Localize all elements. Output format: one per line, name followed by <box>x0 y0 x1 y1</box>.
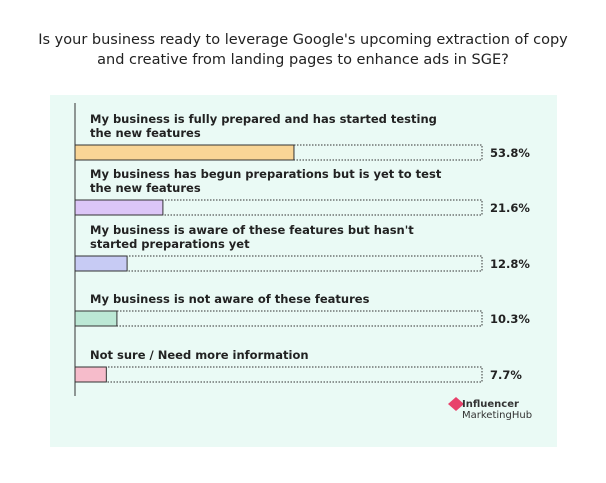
value-label: 12.8% <box>490 257 530 271</box>
category-label: My business is fully prepared and has st… <box>90 112 437 140</box>
bar-track <box>74 366 483 383</box>
value-label: 7.7% <box>490 368 522 382</box>
category-label: My business has begun preparations but i… <box>90 167 442 195</box>
bar <box>74 199 164 216</box>
bar <box>74 366 107 383</box>
category-label: My business is aware of these features b… <box>90 223 414 251</box>
category-label: My business is not aware of these featur… <box>90 292 370 306</box>
logo-line1: Influencer <box>462 399 519 410</box>
bar <box>74 310 118 327</box>
bar-track <box>74 199 483 216</box>
logo: Influencer MarketingHub <box>462 399 532 421</box>
bar <box>74 144 295 161</box>
value-label: 53.8% <box>490 146 530 160</box>
bar-track <box>74 255 483 272</box>
value-label: 10.3% <box>490 312 530 326</box>
bar <box>74 255 128 272</box>
logo-icon <box>448 397 464 411</box>
bar-track <box>74 310 483 327</box>
category-label: Not sure / Need more information <box>90 348 309 362</box>
logo-line2: MarketingHub <box>462 410 533 421</box>
chart-title: Is your business ready to leverage Googl… <box>38 32 568 68</box>
value-label: 21.6% <box>490 201 530 215</box>
